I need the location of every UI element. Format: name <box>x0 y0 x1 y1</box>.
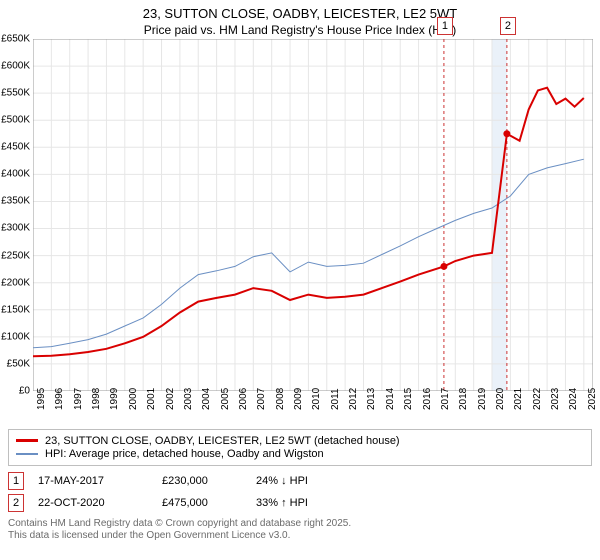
x-axis-label: 1995 <box>36 388 47 410</box>
footer-line-1: Contains HM Land Registry data © Crown c… <box>8 518 592 531</box>
x-axis-label: 2015 <box>403 388 414 410</box>
x-axis-label: 2019 <box>477 388 488 410</box>
x-axis-label: 1999 <box>109 388 120 410</box>
sale-marker: 1 <box>8 472 24 490</box>
x-axis-label: 2010 <box>311 388 322 410</box>
legend-row-hpi: HPI: Average price, detached house, Oadb… <box>15 448 585 460</box>
legend-swatch-property <box>15 435 39 447</box>
sale-date: 22-OCT-2020 <box>38 497 148 509</box>
x-axis-label: 2013 <box>366 388 377 410</box>
legend-label-property: 23, SUTTON CLOSE, OADBY, LEICESTER, LE2 … <box>45 435 400 447</box>
x-axis-label: 2004 <box>201 388 212 410</box>
legend-label-hpi: HPI: Average price, detached house, Oadb… <box>45 448 324 460</box>
sale-delta: 33% ↑ HPI <box>256 497 308 509</box>
chart-ref-marker: 2 <box>500 17 516 35</box>
y-axis-label: £200K <box>0 277 30 288</box>
x-axis-label: 2000 <box>128 388 139 410</box>
sale-row: 1 17-MAY-2017 £230,000 24% ↓ HPI <box>8 472 592 490</box>
x-axis-label: 2011 <box>330 388 341 410</box>
x-axis-label: 2014 <box>385 388 396 410</box>
x-axis-label: 2002 <box>165 388 176 410</box>
legend: 23, SUTTON CLOSE, OADBY, LEICESTER, LE2 … <box>8 429 592 466</box>
sale-price: £230,000 <box>162 475 242 487</box>
x-axis-label: 2007 <box>256 388 267 410</box>
chart-svg <box>33 39 593 391</box>
y-axis-label: £650K <box>0 33 30 44</box>
sale-price: £475,000 <box>162 497 242 509</box>
x-axis-label: 2001 <box>146 388 157 410</box>
x-axis-label: 2020 <box>495 388 506 410</box>
y-axis-label: £250K <box>0 250 30 261</box>
y-axis-label: £100K <box>0 331 30 342</box>
y-axis-label: £300K <box>0 223 30 234</box>
x-axis-label: 2022 <box>532 388 543 410</box>
sales-list: 1 17-MAY-2017 £230,000 24% ↓ HPI 2 22-OCT-202… <box>8 472 592 512</box>
x-axis-label: 2008 <box>275 388 286 410</box>
x-axis-label: 2003 <box>183 388 194 410</box>
y-axis-label: £50K <box>0 358 30 369</box>
y-axis-label: £0 <box>0 385 30 396</box>
x-axis-label: 2023 <box>550 388 561 410</box>
legend-row-property: 23, SUTTON CLOSE, OADBY, LEICESTER, LE2 … <box>15 435 585 447</box>
chart-ref-marker: 1 <box>437 17 453 35</box>
x-axis-label: 2018 <box>458 388 469 410</box>
footer: Contains HM Land Registry data © Crown c… <box>8 518 592 543</box>
x-axis-label: 2025 <box>587 388 598 410</box>
x-axis-label: 1997 <box>73 388 84 410</box>
y-axis-label: £400K <box>0 169 30 180</box>
y-axis-label: £350K <box>0 196 30 207</box>
y-axis-label: £450K <box>0 142 30 153</box>
x-axis-label: 2016 <box>422 388 433 410</box>
y-axis-label: £150K <box>0 304 30 315</box>
x-axis-label: 2006 <box>238 388 249 410</box>
sale-date: 17-MAY-2017 <box>38 475 148 487</box>
legend-swatch-hpi <box>15 448 39 460</box>
sale-marker: 2 <box>8 494 24 512</box>
x-axis-label: 1998 <box>91 388 102 410</box>
sale-delta: 24% ↓ HPI <box>256 475 308 487</box>
sale-row: 2 22-OCT-2020 £475,000 33% ↑ HPI <box>8 494 592 512</box>
y-axis-label: £500K <box>0 115 30 126</box>
footer-line-2: This data is licensed under the Open Gov… <box>8 530 592 543</box>
y-axis-label: £550K <box>0 88 30 99</box>
x-axis-label: 2012 <box>348 388 359 410</box>
x-axis-label: 2017 <box>440 388 451 410</box>
y-axis-label: £600K <box>0 60 30 71</box>
x-axis-label: 2024 <box>568 388 579 410</box>
price-chart: 12£0£50K£100K£150K£200K£250K£300K£350K£4… <box>33 39 593 391</box>
x-axis-label: 2005 <box>220 388 231 410</box>
x-axis-label: 2021 <box>513 388 524 410</box>
x-axis-label: 1996 <box>54 388 65 410</box>
x-axis-label: 2009 <box>293 388 304 410</box>
